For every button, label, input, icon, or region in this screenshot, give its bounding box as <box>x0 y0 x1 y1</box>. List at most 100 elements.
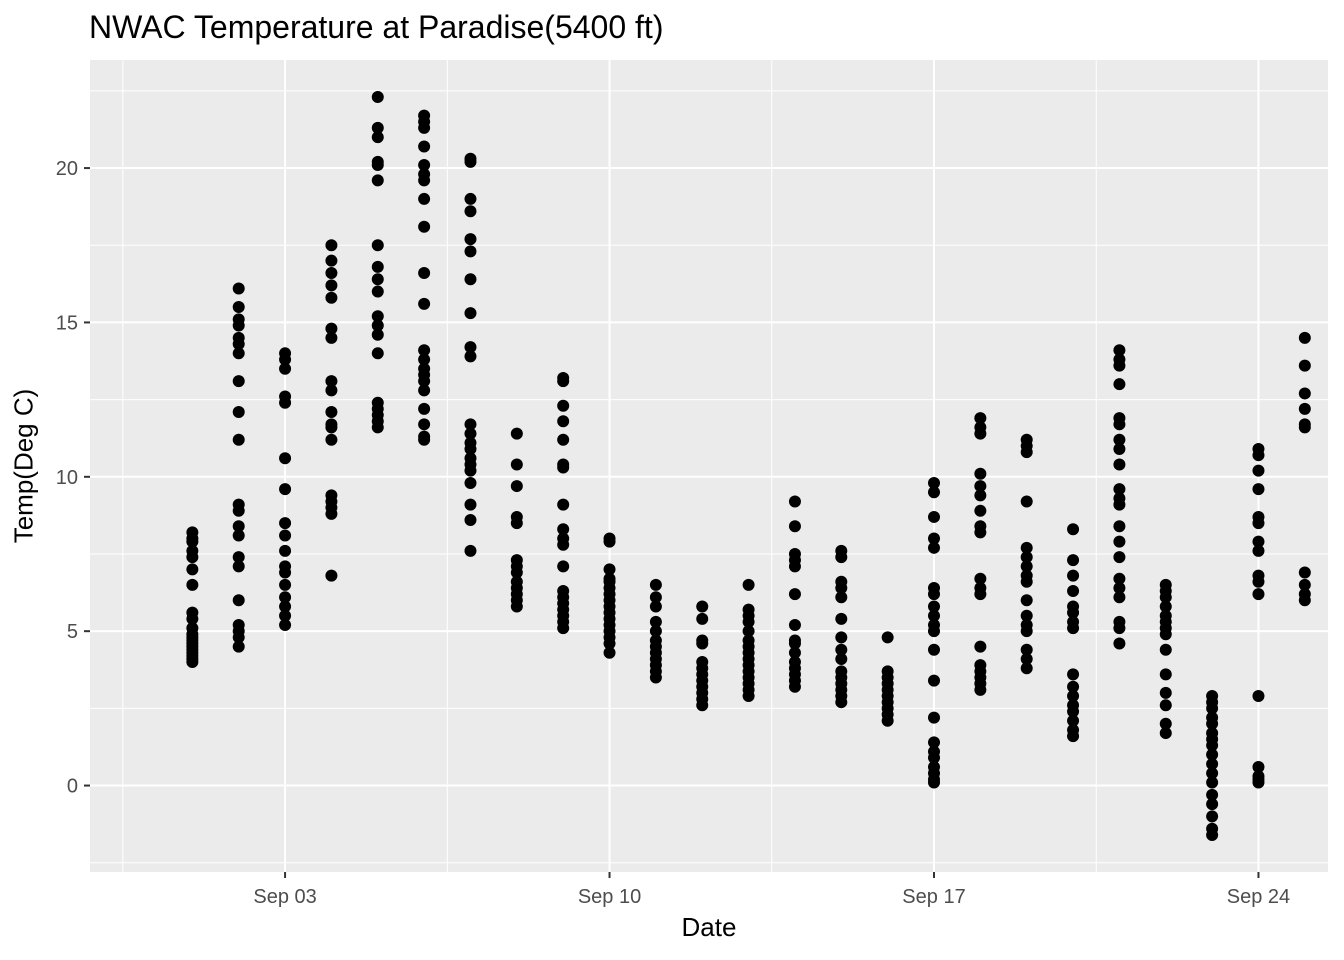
data-point <box>928 761 941 774</box>
data-point <box>835 631 848 644</box>
data-point <box>186 606 199 619</box>
data-point <box>1113 581 1126 594</box>
data-point <box>649 578 662 591</box>
data-point <box>325 322 338 335</box>
data-point <box>510 510 523 523</box>
data-point <box>510 554 523 567</box>
data-point <box>232 594 245 607</box>
data-point <box>418 430 431 443</box>
x-tick-label: Sep 03 <box>253 886 316 908</box>
x-tick-label: Sep 10 <box>578 886 641 908</box>
data-point <box>928 541 941 554</box>
data-point <box>1020 619 1033 632</box>
data-point <box>649 615 662 628</box>
data-point <box>232 405 245 418</box>
data-point <box>186 578 199 591</box>
data-point <box>325 384 338 397</box>
data-point <box>696 612 709 625</box>
data-point <box>371 155 384 168</box>
data-point <box>1159 578 1172 591</box>
data-point <box>1298 359 1311 372</box>
data-point <box>557 560 570 573</box>
y-tick-label: 5 <box>67 621 78 643</box>
data-point <box>325 405 338 418</box>
data-point <box>1020 662 1033 675</box>
data-point <box>510 458 523 471</box>
data-point <box>974 467 987 480</box>
data-point <box>325 279 338 292</box>
data-point <box>1252 483 1265 496</box>
data-point <box>928 600 941 613</box>
data-point <box>928 736 941 749</box>
data-point <box>1113 458 1126 471</box>
data-point <box>1206 767 1219 780</box>
data-point <box>464 476 477 489</box>
data-point <box>1113 520 1126 533</box>
y-tick-label: 10 <box>56 467 78 489</box>
data-point <box>464 418 477 431</box>
data-point <box>1252 761 1265 774</box>
data-point <box>928 619 941 632</box>
data-point <box>1298 578 1311 591</box>
data-point <box>1020 652 1033 665</box>
data-point <box>232 560 245 573</box>
data-point <box>464 205 477 218</box>
data-point <box>1113 412 1126 425</box>
data-point <box>974 520 987 533</box>
data-point <box>649 625 662 638</box>
data-point <box>1020 569 1033 582</box>
data-point <box>279 560 292 573</box>
data-point <box>1113 591 1126 604</box>
data-point <box>1252 443 1265 456</box>
data-point <box>742 634 755 647</box>
data-point <box>1159 668 1172 681</box>
data-point <box>696 634 709 647</box>
data-point <box>418 140 431 153</box>
data-point <box>371 260 384 273</box>
data-point <box>835 643 848 656</box>
data-point <box>279 578 292 591</box>
data-point <box>1159 643 1172 656</box>
data-point <box>788 619 801 632</box>
data-point <box>418 353 431 366</box>
data-point <box>1067 554 1080 567</box>
data-point <box>464 341 477 354</box>
data-point <box>279 619 292 632</box>
data-point <box>974 421 987 434</box>
data-point <box>325 291 338 304</box>
data-point <box>232 619 245 632</box>
data-point <box>928 711 941 724</box>
data-point <box>371 91 384 104</box>
data-point <box>557 433 570 446</box>
data-point <box>1206 690 1219 703</box>
data-point <box>1113 443 1126 456</box>
data-point <box>928 745 941 758</box>
data-point <box>788 547 801 560</box>
data-point <box>1020 609 1033 622</box>
data-point <box>325 267 338 280</box>
data-point <box>742 578 755 591</box>
data-point <box>1159 717 1172 730</box>
data-point <box>557 498 570 511</box>
data-point <box>788 495 801 508</box>
data-point <box>1159 727 1172 740</box>
data-point <box>232 282 245 295</box>
data-point <box>696 656 709 669</box>
data-point <box>603 572 616 585</box>
data-point <box>1252 588 1265 601</box>
data-point <box>1206 757 1219 770</box>
data-point <box>186 563 199 576</box>
data-point <box>835 612 848 625</box>
data-point <box>279 544 292 557</box>
data-point <box>1159 600 1172 613</box>
data-point <box>1020 433 1033 446</box>
data-point <box>464 498 477 511</box>
data-point <box>418 109 431 122</box>
data-point <box>835 591 848 604</box>
data-point <box>557 372 570 385</box>
data-point <box>557 458 570 471</box>
data-point <box>603 563 616 576</box>
data-point <box>1067 690 1080 703</box>
data-point <box>279 517 292 530</box>
data-point <box>1252 544 1265 557</box>
